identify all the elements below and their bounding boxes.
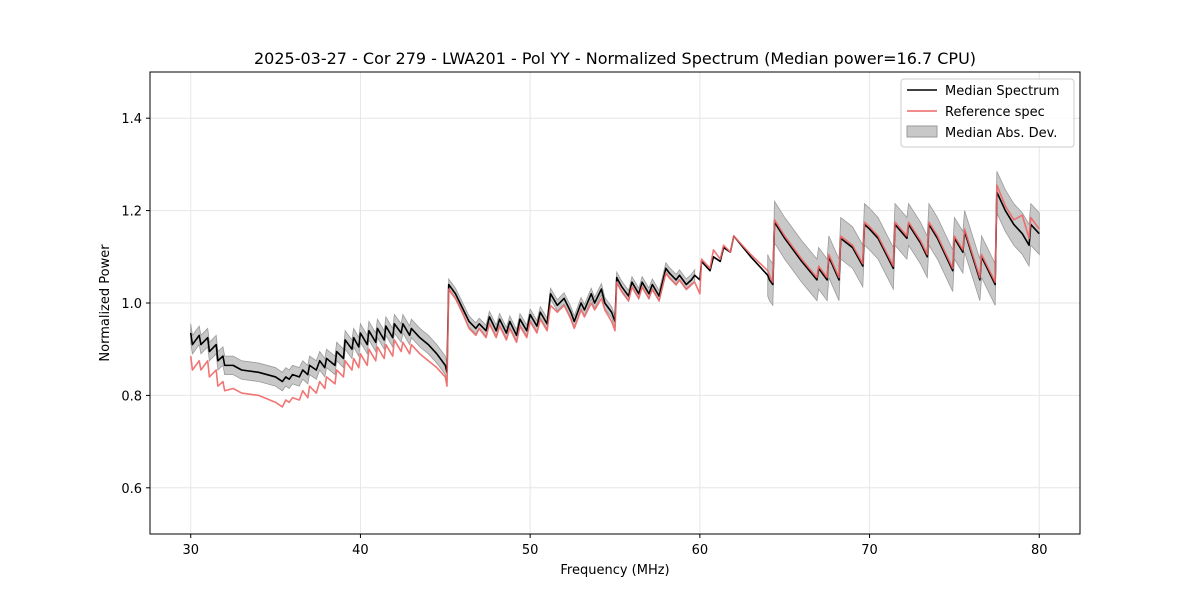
y-tick-label: 1.4 [121, 112, 142, 127]
x-axis-label: Frequency (MHz) [560, 563, 669, 578]
legend-mad-swatch [906, 125, 938, 138]
x-tick-label: 30 [182, 543, 199, 558]
reference-spec-line [189, 184, 1040, 408]
x-tick-label: 60 [692, 543, 709, 558]
y-tick-label: 0.6 [121, 482, 142, 497]
legend-mad-label: Median Abs. Dev. [945, 126, 1057, 141]
x-tick-label: 40 [352, 543, 369, 558]
x-tick-label: 70 [861, 543, 878, 558]
legend-box [900, 78, 1075, 148]
legend-reference-label: Reference spec [945, 105, 1045, 120]
legend: Median Spectrum Reference spec Median Ab… [900, 78, 1075, 148]
y-axis-label: Normalized Power [98, 244, 113, 362]
legend-median-label: Median Spectrum [945, 84, 1059, 99]
y-tick-label: 0.8 [121, 389, 142, 404]
axis-ticks: 30 40 50 60 70 80 0.6 0.8 1.0 1.2 1.4 [121, 112, 1047, 558]
y-tick-label: 1.2 [121, 205, 142, 220]
y-tick-label: 1.0 [121, 297, 142, 312]
series-lines [189, 184, 1040, 408]
x-tick-label: 80 [1031, 543, 1048, 558]
x-tick-label: 50 [522, 543, 539, 558]
chart-title: 2025-03-27 - Cor 279 - LWA201 - Pol YY -… [254, 49, 976, 68]
